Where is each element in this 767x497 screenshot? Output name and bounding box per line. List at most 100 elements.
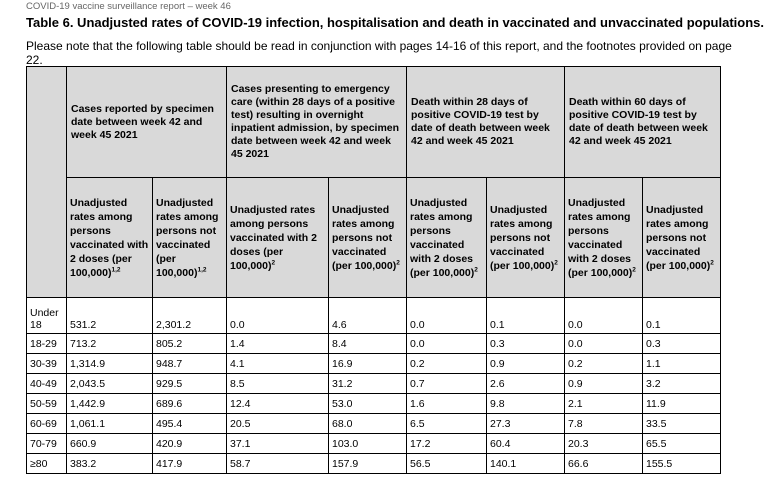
rate-cell: 155.5 <box>642 453 721 474</box>
rate-cell: 0.9 <box>486 353 565 374</box>
table-row: ≥80 383.2 417.9 58.7 157.9 56.5 140.1 66.6 155.5 <box>26 453 721 474</box>
rate-cell: 1,314.9 <box>66 353 153 374</box>
table-note: Please note that the following table sho… <box>26 39 732 67</box>
rate-cell: 0.3 <box>642 333 721 354</box>
column-header-text: Unadjusted rates among persons vaccinate… <box>410 196 475 279</box>
group-header-death-60-days: Death within 60 days of positive COVID-1… <box>564 66 721 178</box>
age-group-cell: ≥80 <box>26 453 67 474</box>
rate-cell: 33.5 <box>642 413 721 434</box>
rate-cell: 20.3 <box>564 433 643 454</box>
column-header-text: Unadjusted rates among persons not vacci… <box>646 203 711 272</box>
rate-cell: 1.1 <box>642 353 721 374</box>
footnote-marker: 2 <box>710 259 714 266</box>
rate-cell: 0.7 <box>406 373 487 394</box>
rate-cell: 0.2 <box>564 353 643 374</box>
footnote-marker: 2 <box>271 259 276 266</box>
rates-table: Cases reported by specimen date between … <box>26 66 721 474</box>
column-header-vaccinated-2-doses: Unadjusted rates among persons vaccinate… <box>564 177 643 298</box>
table-row: 30-39 1,314.9 948.7 4.1 16.9 0.2 0.9 0.2 1.1 <box>26 353 721 374</box>
rate-cell: 17.2 <box>406 433 487 454</box>
rate-cell: 2,043.5 <box>66 373 153 394</box>
rate-cell: 103.0 <box>328 433 407 454</box>
rate-cell: 7.8 <box>564 413 643 434</box>
age-group-cell: 60-69 <box>26 413 67 434</box>
footnote-marker: 1,2 <box>111 266 121 273</box>
rate-cell: 56.5 <box>406 453 487 474</box>
age-group-cell: 30-39 <box>26 353 67 374</box>
rate-cell: 31.2 <box>328 373 407 394</box>
column-header-text: Unadjusted rates among persons vaccinate… <box>70 196 149 279</box>
column-header-vaccinated-2-doses: Unadjusted rates among persons vaccinate… <box>406 177 487 298</box>
column-header-text: Unadjusted rates among persons not vacci… <box>332 203 397 272</box>
table-row: 50-59 1,442.9 689.6 12.4 53.0 1.6 9.8 2.1 11.9 <box>26 393 721 414</box>
rate-cell: 420.9 <box>152 433 227 454</box>
rate-cell: 0.3 <box>486 333 565 354</box>
rate-cell: 0.1 <box>486 297 565 334</box>
rate-cell: 1.4 <box>226 333 329 354</box>
rate-cell: 4.1 <box>226 353 329 374</box>
group-header-cases: Cases reported by specimen date between … <box>66 66 227 178</box>
rate-cell: 37.1 <box>226 433 329 454</box>
footnote-marker: 2 <box>396 259 400 266</box>
rate-cell: 27.3 <box>486 413 565 434</box>
rate-cell: 68.0 <box>328 413 407 434</box>
rate-cell: 140.1 <box>486 453 565 474</box>
column-header-not-vaccinated: Unadjusted rates among persons not vacci… <box>328 177 407 298</box>
rate-cell: 713.2 <box>66 333 153 354</box>
table-row: Under 18 531.2 2,301.2 0.0 4.6 0.0 0.1 0.0 0.1 <box>26 297 721 334</box>
rate-cell: 0.0 <box>564 297 643 334</box>
running-header: COVID-19 vaccine surveillance report – w… <box>26 1 231 12</box>
rate-cell: 8.5 <box>226 373 329 394</box>
rate-cell: 1,442.9 <box>66 393 153 414</box>
table-title: Table 6. Unadjusted rates of COVID-19 in… <box>26 15 764 30</box>
rate-cell: 0.2 <box>406 353 487 374</box>
column-header-not-vaccinated: Unadjusted rates among persons not vacci… <box>642 177 721 298</box>
table-row: 18-29 713.2 805.2 1.4 8.4 0.0 0.3 0.0 0.3 <box>26 333 721 354</box>
rate-cell: 4.6 <box>328 297 407 334</box>
footnote-marker: 2 <box>554 259 558 266</box>
rate-cell: 689.6 <box>152 393 227 414</box>
rate-cell: 66.6 <box>564 453 643 474</box>
footnote-marker: 1,2 <box>197 266 207 273</box>
age-group-cell: 18-29 <box>26 333 67 354</box>
rate-cell: 0.1 <box>642 297 721 334</box>
table-row: 70-79 660.9 420.9 37.1 103.0 17.2 60.4 20.3 65.5 <box>26 433 721 454</box>
rate-cell: 3.2 <box>642 373 721 394</box>
column-header-not-vaccinated: Unadjusted rates among persons not vacci… <box>152 177 227 298</box>
rate-cell: 0.0 <box>226 297 329 334</box>
rate-cell: 157.9 <box>328 453 407 474</box>
table-row: 40-49 2,043.5 929.5 8.5 31.2 0.7 2.6 0.9 3.2 <box>26 373 721 394</box>
column-header-text: Unadjusted rates among persons not vacci… <box>156 196 219 279</box>
rate-cell: 0.0 <box>564 333 643 354</box>
rate-cell: 417.9 <box>152 453 227 474</box>
rate-cell: 929.5 <box>152 373 227 394</box>
rate-cell: 383.2 <box>66 453 153 474</box>
column-header-text: Unadjusted rates among persons not vacci… <box>490 203 555 272</box>
rate-cell: 495.4 <box>152 413 227 434</box>
rate-cell: 2.6 <box>486 373 565 394</box>
table-row: 60-69 1,061.1 495.4 20.5 68.0 6.5 27.3 7.8 33.5 <box>26 413 721 434</box>
age-group-cell: 50-59 <box>26 393 67 414</box>
footnote-marker: 2 <box>632 266 636 273</box>
rate-cell: 660.9 <box>66 433 153 454</box>
age-group-cell: Under 18 <box>26 297 67 334</box>
rate-cell: 11.9 <box>642 393 721 414</box>
rate-cell: 9.8 <box>486 393 565 414</box>
footnote-marker: 2 <box>474 266 478 273</box>
rate-cell: 60.4 <box>486 433 565 454</box>
rate-cell: 2.1 <box>564 393 643 414</box>
group-header-emergency-care: Cases presenting to emergency care (with… <box>226 66 407 178</box>
rate-cell: 1,061.1 <box>66 413 153 434</box>
age-group-cell: 70-79 <box>26 433 67 454</box>
column-header-text: Unadjusted rates among persons vaccinate… <box>230 203 317 272</box>
age-header-cell <box>26 66 67 298</box>
rate-cell: 53.0 <box>328 393 407 414</box>
column-header-text: Unadjusted rates among persons vaccinate… <box>568 196 633 279</box>
rate-cell: 0.0 <box>406 333 487 354</box>
rate-cell: 58.7 <box>226 453 329 474</box>
group-header-death-28-days: Death within 28 days of positive COVID-1… <box>406 66 565 178</box>
rate-cell: 12.4 <box>226 393 329 414</box>
rate-cell: 20.5 <box>226 413 329 434</box>
rate-cell: 948.7 <box>152 353 227 374</box>
rate-cell: 2,301.2 <box>152 297 227 334</box>
